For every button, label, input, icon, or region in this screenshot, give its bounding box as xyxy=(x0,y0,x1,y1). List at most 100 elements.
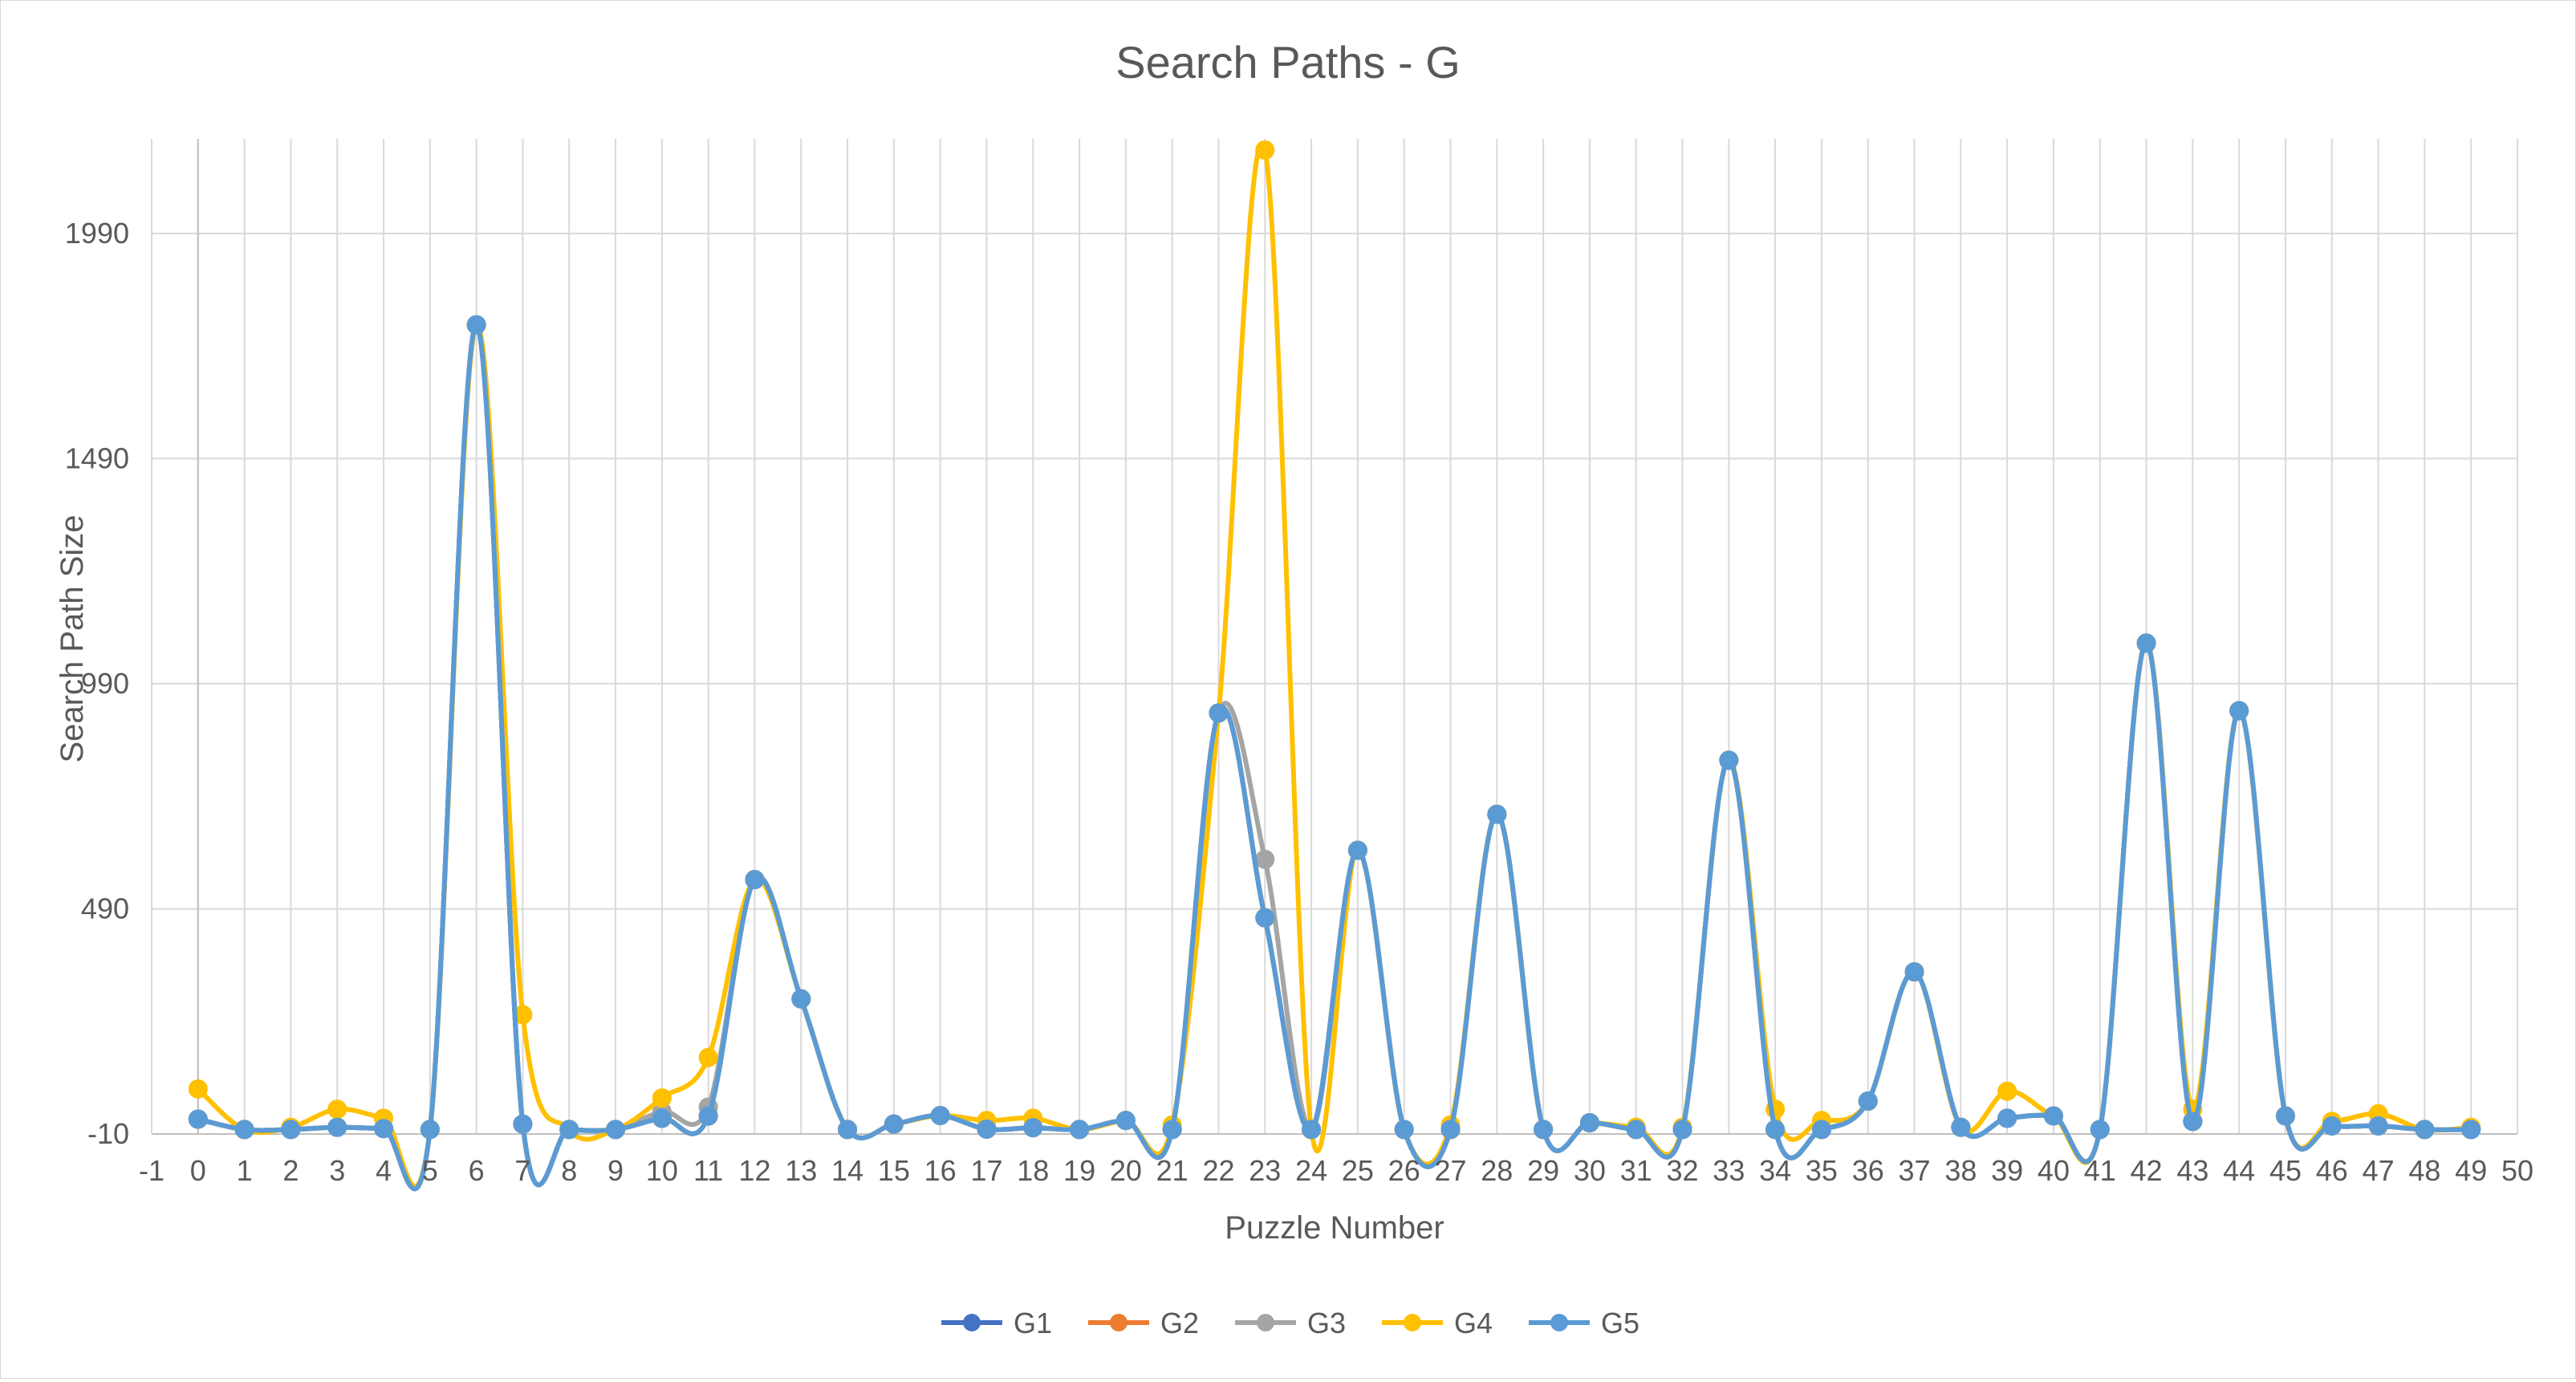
data-point-g5 xyxy=(1115,1111,1136,1131)
x-tick-label: 38 xyxy=(1944,1154,1977,1187)
legend: G1 G2 G3 G4 G5 xyxy=(941,1307,1639,1339)
y-tick-label: 1490 xyxy=(65,441,129,474)
legend-label: G5 xyxy=(1601,1307,1639,1339)
x-tick-label: 23 xyxy=(1249,1154,1281,1187)
data-point-g5 xyxy=(1255,908,1275,928)
x-tick-label: 3 xyxy=(329,1154,345,1187)
data-point-g5 xyxy=(1997,1108,2017,1128)
data-point-g5 xyxy=(884,1114,904,1134)
legend-label: G1 xyxy=(1014,1307,1052,1339)
legend-label: G3 xyxy=(1307,1307,1346,1339)
x-tick-label: 25 xyxy=(1342,1154,1374,1187)
x-tick-label: 10 xyxy=(646,1154,678,1187)
x-tick-label: 32 xyxy=(1667,1154,1699,1187)
data-point-g5 xyxy=(791,989,811,1009)
x-tick-label: 2 xyxy=(282,1154,299,1187)
data-point-g5 xyxy=(1394,1120,1414,1140)
x-tick-label: 17 xyxy=(970,1154,1002,1187)
x-tick-label: 7 xyxy=(514,1154,530,1187)
x-tick-label: 21 xyxy=(1156,1154,1188,1187)
legend-swatch-marker xyxy=(1404,1314,1421,1331)
x-tick-label: 41 xyxy=(2084,1154,2116,1187)
data-point-g5 xyxy=(606,1120,626,1140)
x-tick-label: 31 xyxy=(1620,1154,1652,1187)
x-tick-label: 11 xyxy=(693,1154,723,1187)
data-point-g5 xyxy=(1487,804,1507,824)
data-point-g5 xyxy=(838,1120,858,1140)
data-point-g4 xyxy=(698,1047,718,1067)
data-point-g5 xyxy=(1765,1120,1786,1140)
x-tick-label: 44 xyxy=(2223,1154,2255,1187)
data-point-g5 xyxy=(374,1119,394,1139)
series-g4 xyxy=(188,140,2481,1189)
data-point-g5 xyxy=(2136,633,2156,653)
x-tick-label: 42 xyxy=(2131,1154,2163,1187)
series-line-g5 xyxy=(195,322,2474,1192)
x-axis-label: Puzzle Number xyxy=(1225,1210,1444,1246)
x-tick-label: 49 xyxy=(2455,1154,2487,1187)
x-tick-label: 18 xyxy=(1017,1154,1049,1187)
data-point-g5 xyxy=(1719,750,1739,770)
data-point-g5 xyxy=(1162,1120,1182,1140)
data-point-g4 xyxy=(1255,140,1275,161)
x-tick-label: 15 xyxy=(878,1154,910,1187)
legend-label: G4 xyxy=(1454,1307,1493,1339)
x-tick-label: 13 xyxy=(785,1154,817,1187)
legend-swatch-marker xyxy=(1550,1314,1568,1331)
data-point-g5 xyxy=(2183,1112,2203,1132)
x-tick-label: 4 xyxy=(376,1154,392,1187)
axes xyxy=(152,139,2517,1135)
data-point-g5 xyxy=(420,1120,440,1140)
x-tick-label: 39 xyxy=(1991,1154,2023,1187)
y-tick-label: 1990 xyxy=(65,217,129,250)
data-point-g3 xyxy=(1255,849,1275,869)
x-tick-label: 33 xyxy=(1713,1154,1745,1187)
data-point-g5 xyxy=(2415,1120,2435,1140)
x-tick-label: 27 xyxy=(1434,1154,1466,1187)
chart-title: Search Paths - G xyxy=(1115,37,1461,87)
x-tick-label: 1 xyxy=(237,1154,253,1187)
x-tick-label: 28 xyxy=(1481,1154,1513,1187)
x-tick-label: 29 xyxy=(1527,1154,1559,1187)
tick-labels: -1 0 1 2 3 4 5 6 7 8 9 10 11 12 13 14 15 16 17 18 19 20 21 22 23… xyxy=(65,217,2533,1187)
x-tick-label: 5 xyxy=(422,1154,438,1187)
x-tick-label: 6 xyxy=(469,1154,485,1187)
y-tick-label: -10 xyxy=(87,1117,129,1150)
data-point-g5 xyxy=(1534,1120,1554,1140)
data-point-g5 xyxy=(1023,1118,1043,1138)
data-point-g5 xyxy=(2043,1106,2063,1126)
data-point-g5 xyxy=(2229,701,2249,721)
data-point-g4 xyxy=(1997,1081,2017,1101)
x-tick-label: 0 xyxy=(190,1154,206,1187)
legend-item-g2: G2 xyxy=(1088,1307,1199,1339)
data-point-g5 xyxy=(977,1119,997,1139)
data-point-g5 xyxy=(1070,1120,1090,1140)
x-tick-label: 35 xyxy=(1806,1154,1838,1187)
x-tick-label: 26 xyxy=(1388,1154,1420,1187)
x-tick-label: 34 xyxy=(1759,1154,1791,1187)
series-g5 xyxy=(188,315,2481,1192)
data-point-g5 xyxy=(1302,1120,1322,1140)
x-tick-label: 14 xyxy=(831,1154,863,1187)
x-tick-label: 36 xyxy=(1852,1154,1884,1187)
data-point-g4 xyxy=(652,1088,672,1108)
data-point-g5 xyxy=(2461,1120,2481,1140)
data-point-g5 xyxy=(2322,1116,2342,1136)
data-point-g5 xyxy=(327,1117,347,1137)
data-point-g5 xyxy=(513,1114,533,1134)
legend-item-g5: G5 xyxy=(1529,1307,1639,1339)
x-tick-label: 24 xyxy=(1295,1154,1327,1187)
data-point-g5 xyxy=(2275,1106,2295,1126)
x-tick-label: 12 xyxy=(738,1154,770,1187)
data-point-g5 xyxy=(1904,962,1924,982)
data-point-g5 xyxy=(234,1120,254,1140)
data-point-g5 xyxy=(2090,1120,2110,1140)
x-tick-label: 22 xyxy=(1202,1154,1234,1187)
x-tick-label: -1 xyxy=(139,1154,165,1187)
data-point-g5 xyxy=(1579,1112,1599,1132)
x-tick-label: 47 xyxy=(2363,1154,2395,1187)
x-tick-label: 48 xyxy=(2408,1154,2440,1187)
data-point-g5 xyxy=(698,1106,718,1126)
